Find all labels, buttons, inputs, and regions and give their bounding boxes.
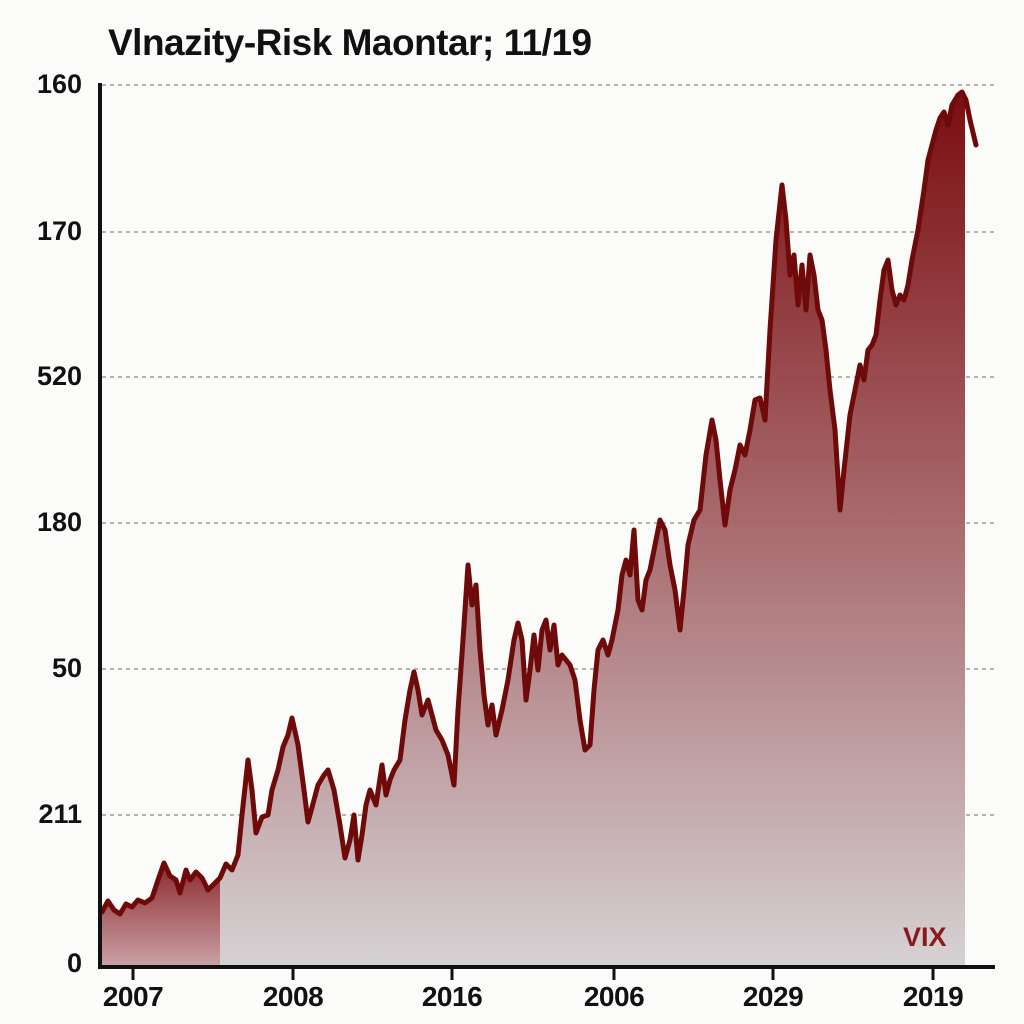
y-tick-label: 211	[38, 799, 82, 829]
legend-vix: VIX	[903, 922, 947, 952]
y-tick-label: 520	[36, 361, 82, 391]
vix-line	[99, 89, 979, 917]
chart-title: Vlnazity-Risk Maontar; 11/19	[108, 22, 592, 63]
y-tick-label: 160	[36, 69, 82, 99]
vix-area-fill-left	[102, 863, 220, 965]
vix-area-fill	[220, 92, 965, 965]
x-tick-label: 2016	[421, 981, 483, 1012]
y-tick-label: 0	[66, 948, 82, 978]
x-axis-ticks	[131, 967, 935, 980]
x-tick-label: 2008	[262, 981, 324, 1012]
y-tick-label: 50	[51, 653, 82, 683]
x-tick-label: 2006	[583, 981, 645, 1012]
x-tick-label: 2007	[102, 981, 164, 1012]
y-tick-label: 170	[36, 216, 82, 246]
x-tick-label: 2019	[902, 981, 964, 1012]
x-tick-label: 2029	[742, 981, 804, 1012]
y-tick-label: 180	[36, 507, 82, 537]
